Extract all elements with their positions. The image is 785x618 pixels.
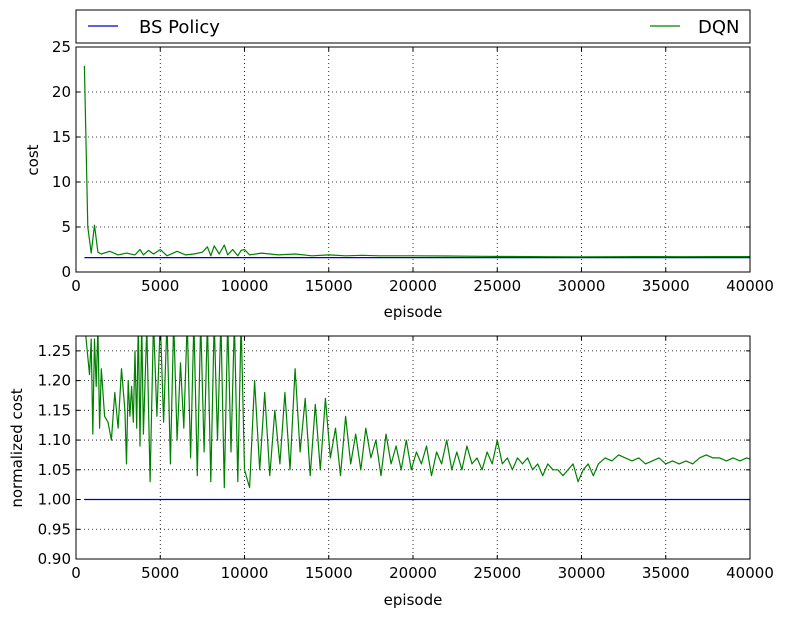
cost-chart-xlabel: episode: [384, 303, 443, 321]
normalized-cost-xtick-label: 40000: [726, 564, 774, 582]
normalized-cost-ytick-label: 1.00: [38, 491, 71, 509]
normalized-cost-chart-ylabel: normalized cost: [8, 388, 26, 507]
cost-xtick-label: 25000: [473, 277, 521, 295]
normalized-cost-ytick-label: 1.20: [38, 372, 71, 390]
legend: BS Policy DQN: [75, 9, 751, 44]
cost-xtick-label: 5000: [141, 277, 179, 295]
cost-ytick-label: 0: [61, 263, 71, 281]
normalized-cost-xtick-label: 15000: [305, 564, 353, 582]
cost-xtick-label: 20000: [389, 277, 437, 295]
cost-xtick-label: 40000: [726, 277, 774, 295]
cost-chart: 0 5000 10000 15000 20000 25000 30000 35000 40000…: [24, 38, 774, 321]
cost-ytick-label: 5: [61, 218, 71, 236]
legend-label-dqn: DQN: [698, 17, 740, 38]
normalized-cost-chart-frame: [75, 335, 751, 560]
cost-ytick-label: 20: [52, 83, 71, 101]
normalized-cost-xtick-label: 0: [71, 564, 81, 582]
cost-chart-grid: [76, 47, 750, 272]
normalized-cost-xtick-label: 30000: [558, 564, 606, 582]
cost-xtick-label: 10000: [221, 277, 269, 295]
legend-label-bs-policy: BS Policy: [139, 17, 220, 38]
normalized-cost-chart-grid: [76, 336, 750, 559]
normalized-cost-ytick-label: 1.05: [38, 461, 71, 479]
cost-ytick-label: 10: [52, 173, 71, 191]
normalized-cost-series-dqn: [85, 336, 750, 489]
normalized-cost-chart-lines: [84, 336, 750, 501]
legend-frame: [75, 9, 751, 44]
normalized-cost-ytick-label: 1.10: [38, 431, 71, 449]
cost-chart-ticks: 0 5000 10000 15000 20000 25000 30000 35000 40000…: [52, 38, 774, 295]
cost-xtick-label: 0: [71, 277, 81, 295]
normalized-cost-xtick-label: 10000: [221, 564, 269, 582]
cost-xtick-label: 30000: [558, 277, 606, 295]
normalized-cost-chart: 0 5000 10000 15000 20000 25000 30000 35000 40000…: [8, 335, 774, 609]
normalized-cost-xtick-label: 5000: [141, 564, 179, 582]
cost-series-dqn: [83, 65, 750, 258]
normalized-cost-chart-xlabel: episode: [384, 591, 443, 609]
cost-chart-ylabel: cost: [24, 144, 42, 175]
normalized-cost-ytick-label: 1.25: [38, 342, 71, 360]
cost-xtick-label: 35000: [642, 277, 690, 295]
normalized-cost-xtick-label: 25000: [473, 564, 521, 582]
normalized-cost-ytick-label: 1.15: [38, 401, 71, 419]
normalized-cost-xtick-label: 35000: [642, 564, 690, 582]
cost-chart-lines: [83, 65, 750, 259]
normalized-cost-chart-ticks: 0 5000 10000 15000 20000 25000 30000 35000 40000…: [38, 336, 774, 582]
normalized-cost-xtick-label: 20000: [389, 564, 437, 582]
normalized-cost-ytick-label: 0.95: [38, 520, 71, 538]
cost-ytick-label: 25: [52, 38, 71, 56]
cost-ytick-label: 15: [52, 128, 71, 146]
cost-xtick-label: 15000: [305, 277, 353, 295]
normalized-cost-ytick-label: 0.90: [38, 550, 71, 568]
